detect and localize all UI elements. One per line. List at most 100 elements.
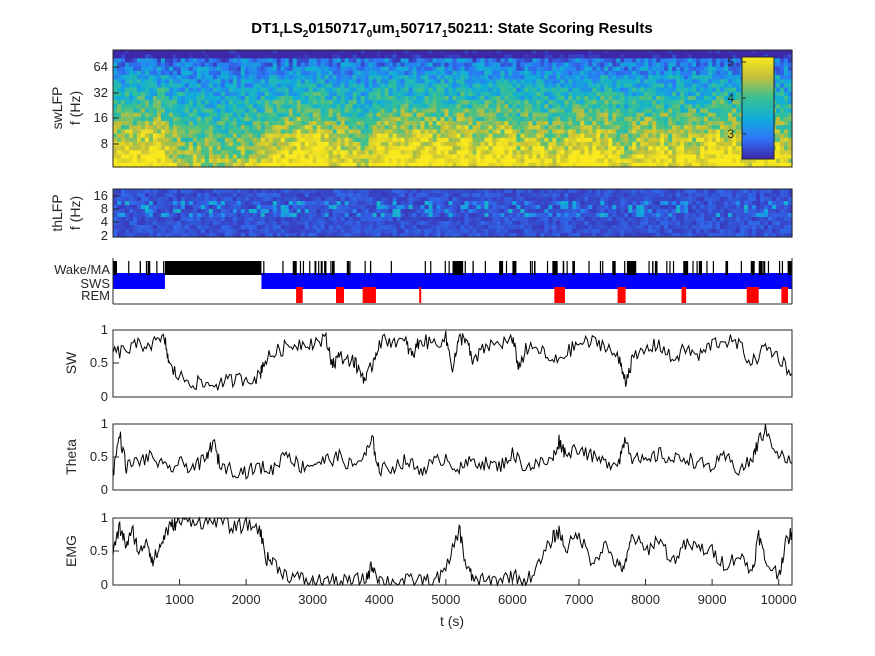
swlfp-cell [300, 75, 306, 80]
swlfp-cell [388, 158, 394, 164]
swlfp-cell [268, 91, 274, 97]
swlfp-cell [472, 75, 478, 80]
swlfp-cell [392, 104, 398, 110]
swlfp-cell [704, 58, 709, 64]
swlfp-cell [728, 50, 733, 55]
swlfp-cell [656, 95, 661, 101]
swlfp-cell [444, 50, 450, 55]
swlfp-cell [256, 62, 262, 68]
swlfp-cell [724, 154, 729, 160]
swlfp-cell [364, 129, 370, 135]
swlfp-cell [592, 133, 597, 139]
swlfp-cell [784, 104, 789, 110]
swlfp-cell [204, 137, 210, 143]
swlfp-cell [368, 154, 374, 160]
swlfp-cell [608, 58, 613, 64]
swlfp-cell [624, 133, 629, 139]
swlfp-cell [476, 62, 482, 68]
swlfp-cell [128, 121, 134, 126]
swlfp-cell [648, 129, 653, 135]
swlfp-yticks: 64 32 16 8 [94, 59, 119, 151]
swlfp-cell [332, 162, 338, 168]
thlfp-cell [120, 197, 126, 202]
swlfp-cell [288, 62, 294, 68]
swlfp-cell [712, 70, 717, 76]
swlfp-cell [436, 83, 442, 89]
swlfp-cell [508, 91, 514, 97]
swlfp-cell [232, 116, 238, 122]
swlfp-cell [576, 129, 581, 135]
swlfp-cell [584, 66, 589, 72]
swlfp-cell [296, 150, 302, 156]
swlfp-cell [568, 154, 573, 160]
swlfp-cell [484, 75, 490, 80]
swlfp-cell [352, 70, 358, 76]
swlfp-cell [416, 54, 422, 59]
thlfp-cell [124, 205, 130, 210]
swlfp-cell [260, 162, 266, 168]
swlfp-cell [168, 70, 174, 76]
swlfp-cell [360, 66, 366, 72]
swlfp-cell [156, 158, 162, 164]
swlfp-cell [216, 79, 222, 85]
swlfp-cell [284, 54, 290, 59]
swlfp-cell [608, 162, 613, 168]
swlfp-cell [424, 58, 430, 64]
swlfp-cell [196, 50, 202, 55]
swlfp-cell [620, 83, 625, 89]
swlfp-cell [572, 108, 577, 114]
swlfp-cell [308, 66, 314, 72]
swlfp-cell [384, 129, 390, 135]
swlfp-cell [236, 162, 242, 168]
swlfp-cell [608, 62, 613, 68]
thlfp-cell [156, 229, 162, 234]
swlfp-cell [592, 58, 597, 64]
swlfp-cell [680, 112, 685, 118]
swlfp-cell [388, 150, 394, 156]
swlfp-cell [784, 95, 789, 101]
swlfp-cell [612, 95, 617, 101]
swlfp-cell [124, 129, 130, 135]
swlfp-cell [136, 108, 142, 114]
swlfp-cell [200, 146, 206, 151]
swlfp-cell [588, 125, 593, 130]
swlfp-cell [396, 87, 402, 93]
swlfp-cell [696, 116, 701, 122]
swlfp-cell [224, 129, 230, 135]
swlfp-cell [588, 112, 593, 118]
swlfp-cell [700, 91, 705, 97]
swlfp-cell [536, 146, 541, 151]
swlfp-cell [628, 66, 633, 72]
swlfp-cell [336, 91, 342, 97]
swlfp-cell [136, 137, 142, 143]
swlfp-cell [124, 75, 130, 80]
swlfp-cell [464, 62, 470, 68]
swlfp-cell [600, 95, 605, 101]
swlfp-cell [252, 146, 258, 151]
thlfp-cell [128, 193, 134, 198]
swlfp-cell [412, 150, 418, 156]
thlfp-cell [180, 229, 186, 234]
swlfp-cell [288, 108, 294, 114]
swlfp-cell [292, 150, 298, 156]
swlfp-cell [228, 137, 234, 143]
swlfp-cell [468, 79, 474, 85]
swlfp-cell [300, 108, 306, 114]
swlfp-cell [720, 129, 725, 135]
swlfp-cell [464, 162, 470, 168]
swlfp-cell [660, 83, 665, 89]
colorbar: 5 4 3 [727, 55, 775, 160]
swlfp-cell [648, 70, 653, 76]
swlfp-cell [404, 62, 410, 68]
swlfp-cell [412, 129, 418, 135]
swlfp-cell [476, 83, 482, 89]
thlfp-cell [113, 221, 118, 226]
swlfp-cell [388, 70, 394, 76]
thlfp-cell [176, 201, 182, 206]
swlfp-cell [680, 137, 685, 143]
swlfp-cell [536, 108, 541, 114]
swlfp-cell [408, 141, 414, 147]
swlfp-cell [192, 137, 198, 143]
thlfp-cell [168, 225, 174, 230]
swlfp-cell [544, 116, 549, 122]
